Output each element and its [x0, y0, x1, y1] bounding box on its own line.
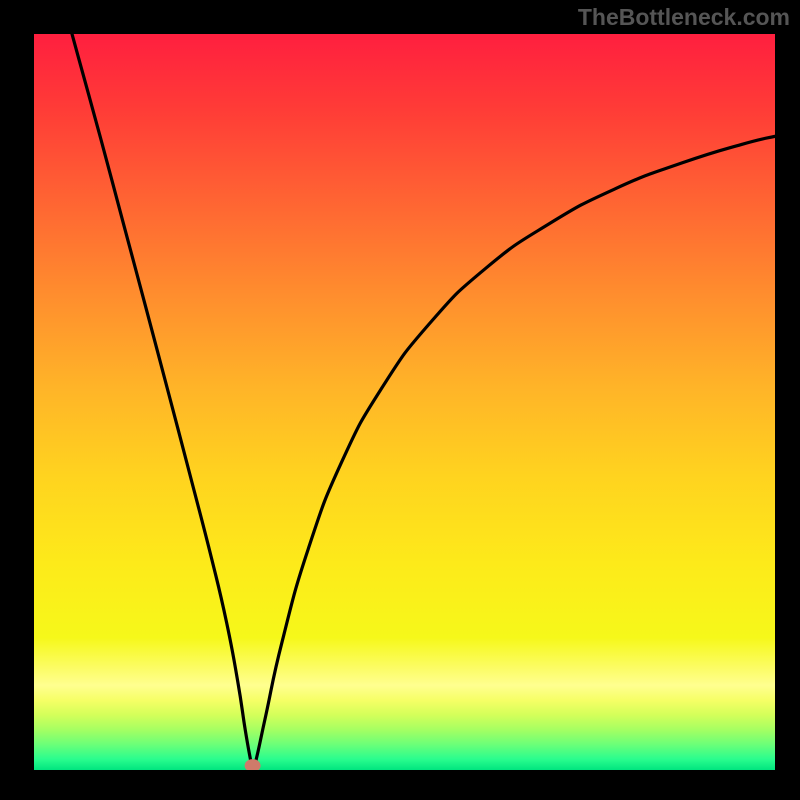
chart-frame: TheBottleneck.com	[0, 0, 800, 800]
bottleneck-curve	[60, 34, 775, 770]
optimum-marker	[245, 759, 261, 770]
watermark-label: TheBottleneck.com	[578, 4, 790, 31]
plot-area	[34, 34, 775, 770]
plot-overlay-svg	[34, 34, 775, 770]
